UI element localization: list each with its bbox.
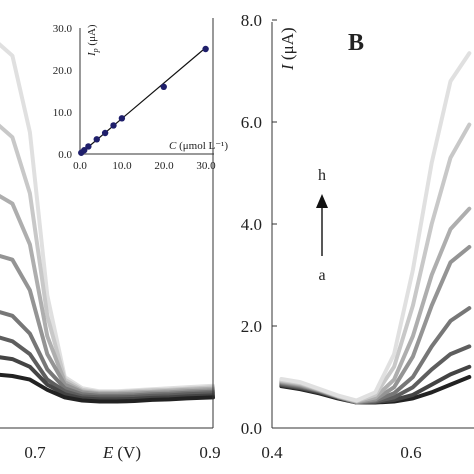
panel-b-label: B (348, 30, 364, 56)
inset-point-2 (85, 143, 92, 150)
panel-a-x-axis-var: E (102, 443, 114, 462)
inset-plot: 0.0 10.0 20.0 30.0 0.0 10.0 20.0 30.0 Ip… (53, 23, 229, 172)
inset-point-5 (110, 122, 117, 129)
panel-b-series-7 (279, 51, 472, 403)
panel-a-x-axis-label: E (V) (102, 443, 141, 462)
panel-b-x-tick-1: 0.6 (400, 443, 421, 462)
inset-y-tick-1: 10.0 (53, 107, 73, 119)
panel-a-series-3 (0, 253, 215, 397)
panel-a-x-tick-1: 0.9 (199, 443, 220, 462)
inset-y-tick-2: 20.0 (53, 65, 73, 77)
inset-fit-line (79, 47, 207, 155)
inset-point-3 (93, 136, 100, 143)
panel-b-y-ticks: 0.0 2.0 4.0 6.0 8.0 (241, 11, 277, 438)
inset-point-7 (160, 83, 167, 91)
inset-x-tick-2: 20.0 (154, 160, 174, 172)
inset-x-ticks: 0.0 10.0 20.0 30.0 (73, 160, 216, 172)
inset-point-8 (202, 45, 209, 53)
inset-x-axis-unit: (μmol L⁻¹) (176, 140, 228, 152)
panel-b-y-axis-label: I (μA) (278, 27, 297, 71)
inset-point-4 (101, 129, 109, 137)
panel-b-y-tick-1: 2.0 (241, 317, 262, 336)
panel-b-curves (279, 51, 472, 405)
panel-a-x-axis-unit: (V) (117, 443, 141, 462)
panel-b: 0.0 2.0 4.0 6.0 8.0 0.4 0.6 I (μA) B h a (241, 11, 474, 462)
inset-point-6 (118, 115, 126, 122)
inset-marks (78, 45, 209, 156)
panel-b-y-tick-0: 0.0 (241, 419, 262, 438)
inset-x-tick-3: 30.0 (196, 160, 216, 172)
annotation-bottom-label: a (318, 267, 325, 284)
inset-y-axis-sub: p (91, 48, 100, 53)
panel-b-y-tick-2: 4.0 (241, 215, 262, 234)
inset-y-tick-3: 30.0 (53, 23, 73, 35)
inset-y-tick-0: 0.0 (58, 149, 72, 161)
inset-x-tick-0: 0.0 (73, 160, 87, 172)
inset-x-axis-label: C (μmol L⁻¹) (169, 140, 228, 152)
inset-x-tick-1: 10.0 (112, 160, 132, 172)
panel-b-y-tick-3: 6.0 (241, 113, 262, 132)
panel-b-y-tick-4: 8.0 (241, 11, 262, 30)
inset-y-ticks: 0.0 10.0 20.0 30.0 (53, 23, 73, 161)
inset-y-axis-label: Ip (μA) (86, 24, 100, 57)
panel-a-curves (0, 42, 215, 404)
panel-b-x-tick-0: 0.4 (261, 443, 283, 462)
inset-x-axis-var: C (169, 140, 177, 152)
panel-b-series-5 (279, 206, 472, 404)
inset-y-axis-unit: (μA) (86, 24, 98, 48)
panel-b-y-axis-var: I (278, 63, 297, 71)
panel-a-series-7 (0, 372, 215, 404)
inset-y-axis-var: I (86, 51, 98, 57)
annotation-top-label: h (318, 167, 326, 184)
inset-point-1 (80, 147, 88, 154)
panel-a-x-tick-0: 0.7 (24, 443, 46, 462)
panel-b-y-axis-unit: (μA) (278, 27, 297, 64)
panel-a: 0.7 0.9 E (V) (0, 18, 221, 462)
annotation-arrow-head (316, 194, 328, 208)
